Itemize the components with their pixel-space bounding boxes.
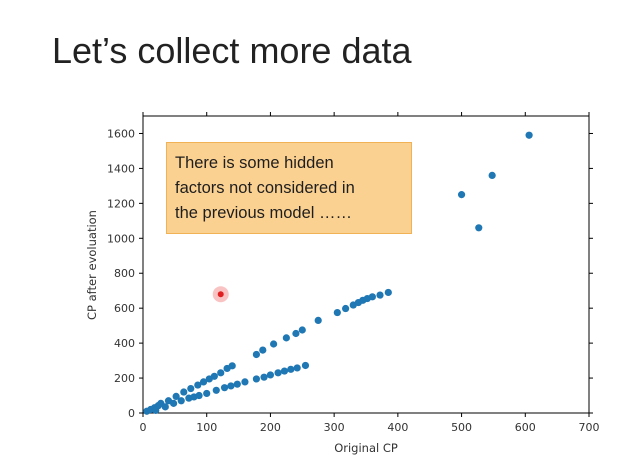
x-tick-label: 400: [387, 421, 408, 434]
data-point: [227, 382, 235, 390]
data-point: [301, 361, 310, 370]
data-point: [233, 380, 241, 388]
data-points: [143, 131, 533, 415]
data-point: [152, 406, 160, 414]
data-point: [287, 365, 295, 373]
data-point: [488, 171, 496, 179]
y-tick-label: 800: [114, 267, 135, 280]
data-point: [252, 375, 261, 383]
data-point: [525, 131, 533, 139]
x-tick-label: 300: [324, 421, 345, 434]
data-point: [368, 293, 376, 301]
y-tick-label: 400: [114, 337, 135, 350]
y-tick-label: 600: [114, 302, 135, 315]
y-axis-title: CP after evoluation: [85, 210, 99, 320]
data-point: [376, 291, 384, 299]
data-point: [161, 403, 169, 411]
x-tick-label: 700: [579, 421, 600, 434]
x-tick-label: 200: [260, 421, 281, 434]
data-point: [212, 386, 220, 394]
y-tick-label: 1600: [107, 127, 135, 140]
callout-line: the previous model ……: [175, 204, 352, 222]
data-point: [195, 391, 203, 400]
y-tick-label: 200: [114, 372, 135, 385]
data-point: [266, 371, 275, 379]
data-point: [333, 308, 341, 317]
hidden-factors-callout: There is some hidden factors not conside…: [166, 142, 412, 234]
x-tick-label: 0: [140, 421, 147, 434]
x-tick-label: 500: [451, 421, 472, 434]
y-tick-label: 1400: [107, 162, 135, 175]
data-point: [194, 381, 202, 389]
data-point: [475, 224, 483, 232]
highlight-point: [217, 291, 224, 298]
data-point: [298, 326, 306, 334]
y-tick-label: 1000: [107, 232, 135, 245]
data-point: [177, 397, 185, 405]
data-point: [169, 399, 178, 407]
data-point: [252, 350, 261, 359]
callout-text: There is some hidden factors not conside…: [175, 151, 403, 226]
data-point: [220, 384, 229, 392]
data-point: [282, 334, 290, 342]
x-tick-label: 100: [196, 421, 217, 434]
data-point: [210, 372, 218, 380]
data-point: [217, 369, 225, 377]
data-point: [274, 369, 282, 377]
y-tick-label: 1200: [107, 197, 135, 210]
y-axis-ticks: 0 200 400 600 800 1000 1200 1400 1600: [107, 127, 593, 420]
data-point: [172, 392, 180, 401]
x-axis-ticks: 0 100 200 300 400 500 600 700: [140, 112, 600, 434]
data-point: [314, 316, 322, 325]
y-tick-label: 0: [128, 407, 135, 420]
data-point: [293, 364, 301, 372]
x-axis-title: Original CP: [334, 441, 398, 455]
data-point: [228, 362, 236, 370]
data-point: [259, 346, 267, 354]
data-point: [384, 288, 392, 297]
data-point: [457, 191, 466, 199]
data-point: [342, 304, 350, 313]
data-point: [292, 329, 300, 338]
data-point: [270, 340, 278, 348]
callout-line: factors not considered in: [175, 179, 355, 197]
callout-line: There is some hidden: [175, 154, 334, 172]
plot-frame: [142, 115, 590, 414]
data-point: [180, 388, 188, 396]
slide-title: Let’s collect more data: [52, 30, 412, 71]
data-point: [199, 378, 208, 386]
data-point: [280, 367, 289, 375]
data-point: [260, 373, 268, 381]
data-point: [241, 378, 249, 386]
data-point: [203, 389, 211, 398]
data-point: [187, 384, 195, 393]
x-tick-label: 600: [515, 421, 536, 434]
